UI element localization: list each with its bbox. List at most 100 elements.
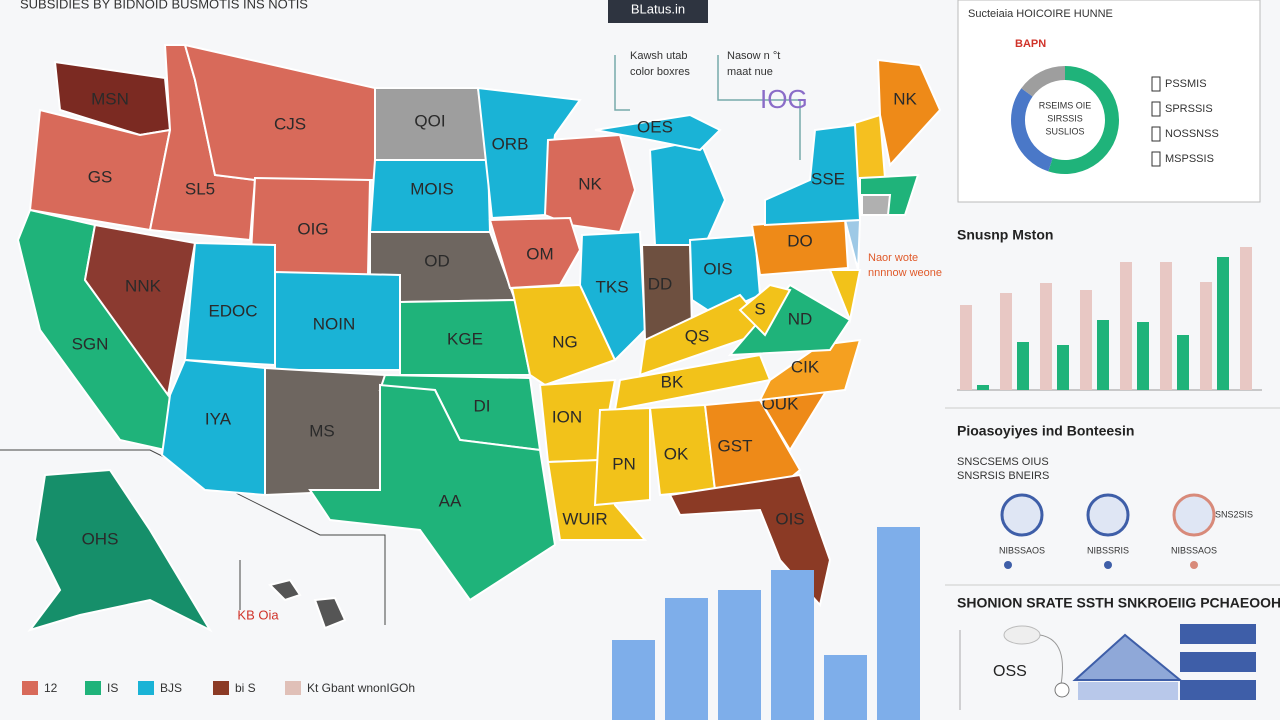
state-label: WUIR — [562, 509, 607, 528]
state-label: NOIN — [313, 314, 356, 333]
state-label: GS — [88, 167, 113, 186]
annotation: Kawsh utab — [630, 50, 687, 62]
section-text: SNSRSIS BNEIRS — [957, 470, 1049, 482]
state-label: OES — [637, 117, 673, 136]
bar — [824, 655, 867, 720]
legend-swatch — [213, 681, 229, 695]
funnel-value: OSS — [993, 663, 1027, 680]
funnel — [959, 624, 1256, 710]
state-label: MSN — [91, 89, 129, 108]
circle-icon — [1172, 493, 1216, 537]
legend-swatch — [285, 681, 301, 695]
legend-label: bi S — [235, 681, 256, 695]
donut-center: SIRSSIS — [1047, 113, 1083, 123]
circle-note: SNS2SIS — [1215, 509, 1253, 519]
bar — [1080, 290, 1092, 390]
state-label: NG — [552, 332, 578, 351]
state-label: NK — [578, 174, 602, 193]
state — [183, 43, 376, 181]
legend-swatch — [1151, 151, 1161, 167]
state-label: ORB — [492, 134, 529, 153]
bar — [1017, 342, 1029, 390]
donut-segment — [1021, 66, 1066, 97]
bar — [1177, 335, 1189, 390]
state-label: EDOC — [208, 301, 257, 320]
circles: NIBSSAOS NIBSSRIS NIBSSAOS SNS2SIS — [999, 493, 1253, 569]
donut-center: RSEIMS OIE — [1039, 100, 1092, 110]
bar — [977, 385, 989, 390]
state-label: OIS — [703, 259, 732, 278]
legend-label: BJS — [160, 681, 182, 695]
bar — [1217, 257, 1229, 390]
state-label: DI — [474, 396, 491, 415]
state-label: SGN — [72, 334, 109, 353]
state-label: GST — [718, 436, 753, 455]
annotation-line — [614, 55, 801, 160]
state — [510, 283, 617, 387]
state — [313, 596, 347, 630]
donut-center: SUSLIOS — [1045, 126, 1084, 136]
state — [861, 194, 892, 216]
circle-label: NIBSSRIS — [1087, 545, 1129, 555]
state-label: SL5 — [185, 179, 215, 198]
bar — [771, 570, 814, 720]
legend-swatch — [1151, 101, 1161, 117]
state — [308, 383, 557, 602]
state — [764, 123, 862, 227]
circle-label: NIBSSAOS — [999, 545, 1045, 555]
bar — [1200, 282, 1212, 390]
legend-label: SPRSSIS — [1165, 103, 1213, 115]
state-label: OK — [664, 444, 689, 463]
circle-label: NIBSSAOS — [1171, 545, 1217, 555]
legend-label: NOSSNSS — [1165, 128, 1219, 140]
donut-segment — [1048, 66, 1119, 174]
bar — [960, 305, 972, 390]
state — [593, 406, 651, 507]
bar — [612, 640, 655, 720]
state-label: OD — [424, 251, 450, 270]
state-label: AA — [439, 491, 462, 510]
bar — [877, 527, 920, 720]
state-label: OHS — [82, 529, 119, 548]
donut-segment — [1011, 88, 1053, 172]
bar — [1160, 262, 1172, 390]
bar — [1120, 262, 1132, 390]
legend-swatch — [138, 681, 154, 695]
state-label: CIK — [791, 357, 820, 376]
donut-chart: RSEIMS OIE SIRSSIS SUSLIOS PSSMIS SPRSSIS NOS… — [1011, 66, 1219, 174]
state-label: CJS — [274, 114, 306, 133]
circle-dot — [1190, 561, 1198, 569]
section-title: SHONION SRATE SSTH SNKROEIIG PCHAEOOH — [957, 595, 1280, 611]
bar — [1097, 320, 1109, 390]
circle-icon — [1086, 493, 1130, 537]
state-label: OIS — [775, 509, 804, 528]
annotation: nnnnow weone — [868, 267, 942, 279]
state-label: PN — [612, 454, 636, 473]
bar — [1000, 293, 1012, 390]
inset-frame — [0, 449, 386, 625]
bar — [1040, 283, 1052, 390]
state — [578, 230, 647, 362]
bar — [1240, 247, 1252, 390]
legend-label: 12 — [44, 681, 58, 695]
legend: 12 IS BJS bi S Kt Gbant wnonIGOh — [22, 681, 415, 695]
state — [738, 283, 792, 337]
state-label: IYA — [205, 409, 232, 428]
state-label: KGE — [447, 329, 483, 348]
section-title: Snusnp Mston — [957, 227, 1053, 243]
badge — [608, 0, 708, 23]
state-label: ND — [788, 309, 813, 328]
state — [648, 138, 727, 246]
circle-icon — [1000, 493, 1044, 537]
annotation: color boxres — [630, 66, 690, 78]
state-label: QS — [685, 326, 710, 345]
state-label: NK — [893, 89, 917, 108]
annotation: Nasow n °t — [727, 50, 780, 62]
state — [876, 58, 942, 168]
legend-swatch — [1151, 126, 1161, 142]
state — [828, 269, 862, 324]
panel-subtitle: BAPN — [1015, 38, 1046, 50]
state-label: KB Oia — [237, 607, 279, 622]
